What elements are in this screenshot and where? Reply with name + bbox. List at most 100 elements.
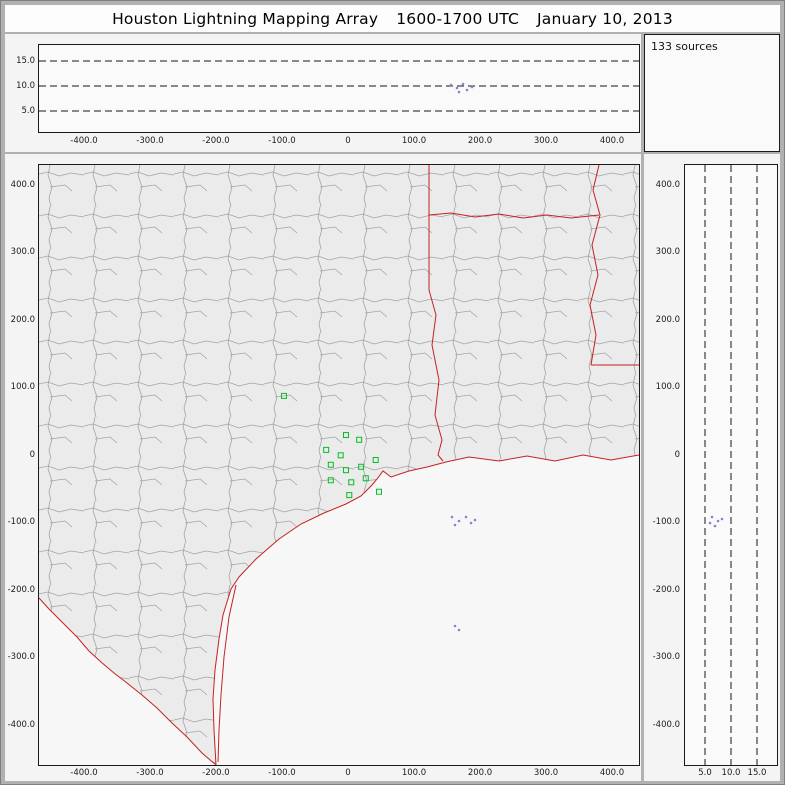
lightning-source-dot bbox=[455, 86, 459, 90]
barrier-island-path bbox=[217, 584, 237, 763]
tick-label: 400.0 bbox=[655, 180, 680, 190]
lightning-source-dot bbox=[469, 521, 473, 525]
title-time-range: 1600-1700 UTC bbox=[396, 9, 519, 28]
tick-label: 5.0 bbox=[21, 106, 35, 116]
tick-label: -300.0 bbox=[136, 768, 164, 778]
lma-station-marker bbox=[346, 492, 353, 499]
lma-station-marker bbox=[280, 392, 287, 399]
tick-label: 400.0 bbox=[599, 136, 625, 146]
tick-label: -200.0 bbox=[202, 768, 230, 778]
panel-ew-altitude: 15.0 10.0 5.0 -400.0 -300.0 -200.0 -100.… bbox=[5, 34, 641, 152]
panel-ns-altitude: 400.0 300.0 200.0 100.0 0 -100.0 -200.0 … bbox=[644, 154, 780, 781]
lma-station-marker bbox=[323, 446, 330, 453]
sources-ns bbox=[708, 515, 724, 528]
tick-label: -100.0 bbox=[7, 517, 35, 527]
panel-map: 400.0 300.0 200.0 100.0 0 -100.0 -200.0 … bbox=[5, 154, 641, 781]
sources-ew bbox=[449, 82, 474, 94]
lma-station-marker bbox=[342, 467, 349, 474]
tick-label: 100.0 bbox=[401, 136, 427, 146]
tick-label: -200.0 bbox=[202, 136, 230, 146]
lma-station-marker bbox=[362, 475, 369, 482]
lightning-source-dot bbox=[708, 521, 712, 525]
tick-label: 5.0 bbox=[698, 768, 712, 778]
tick-label: 200.0 bbox=[10, 315, 35, 325]
tick-label: 0 bbox=[674, 450, 680, 460]
panel-source-count: 133 sources bbox=[644, 34, 780, 152]
tick-label: -100.0 bbox=[268, 768, 296, 778]
tick-label: 15.0 bbox=[747, 768, 767, 778]
title-date: January 10, 2013 bbox=[536, 9, 673, 28]
lightning-source-dot bbox=[464, 515, 468, 519]
tick-label: 200.0 bbox=[467, 136, 493, 146]
lightning-source-dot bbox=[465, 88, 469, 92]
coastline-path bbox=[212, 454, 639, 765]
tick-label: 100.0 bbox=[655, 382, 680, 392]
lightning-source-dot bbox=[473, 518, 477, 522]
tick-label: 300.0 bbox=[10, 247, 35, 257]
tick-label: 10.0 bbox=[721, 768, 741, 778]
lightning-source-dot bbox=[457, 90, 461, 94]
lightning-source-dot bbox=[713, 524, 717, 528]
county-grid-overlay bbox=[39, 165, 639, 765]
tick-label: -400.0 bbox=[70, 768, 98, 778]
tick-label: 300.0 bbox=[533, 136, 559, 146]
station-markers bbox=[280, 392, 382, 499]
tick-label: -300.0 bbox=[136, 136, 164, 146]
map-plot bbox=[38, 164, 640, 766]
tick-label: -300.0 bbox=[652, 652, 680, 662]
tick-label: 0 bbox=[345, 136, 351, 146]
ns-altitude-svg bbox=[704, 165, 758, 765]
lma-station-marker bbox=[356, 436, 363, 443]
lma-station-marker bbox=[358, 463, 365, 470]
title-app: Houston Lightning Mapping Array bbox=[112, 9, 379, 28]
map-svg bbox=[39, 165, 639, 765]
tick-label: -400.0 bbox=[652, 720, 680, 730]
lightning-source-dot bbox=[457, 628, 461, 632]
lightning-source-dot bbox=[457, 519, 461, 523]
tick-label: -200.0 bbox=[7, 585, 35, 595]
tick-label: -200.0 bbox=[652, 585, 680, 595]
tick-label: 300.0 bbox=[655, 247, 680, 257]
tick-label: -100.0 bbox=[268, 136, 296, 146]
state-border-path bbox=[428, 165, 639, 462]
lma-station-marker bbox=[372, 457, 379, 464]
tick-label: 15.0 bbox=[16, 56, 35, 66]
lma-station-marker bbox=[327, 461, 334, 468]
tick-label: -400.0 bbox=[7, 720, 35, 730]
source-count-label: 133 sources bbox=[651, 40, 718, 53]
tick-label: 400.0 bbox=[10, 180, 35, 190]
lightning-source-dot bbox=[716, 519, 720, 523]
lightning-source-dot bbox=[470, 85, 474, 89]
ns-altitude-plot bbox=[684, 164, 778, 766]
tick-label: 200.0 bbox=[655, 315, 680, 325]
rio-grande-path bbox=[39, 597, 217, 765]
sources-map bbox=[450, 515, 477, 632]
tick-label: -300.0 bbox=[7, 652, 35, 662]
tick-label: 0 bbox=[345, 768, 351, 778]
tick-label: 100.0 bbox=[401, 768, 427, 778]
tick-label: -100.0 bbox=[652, 517, 680, 527]
tick-label: 400.0 bbox=[599, 768, 625, 778]
lightning-source-dot bbox=[453, 624, 457, 628]
lightning-source-dot bbox=[710, 515, 714, 519]
lightning-source-dot bbox=[449, 83, 453, 87]
source-count-box: 133 sources bbox=[644, 34, 780, 152]
title-bar: Houston Lightning Mapping Array 1600-170… bbox=[5, 5, 780, 32]
lightning-source-dot bbox=[461, 82, 465, 86]
tick-label: 300.0 bbox=[533, 768, 559, 778]
lightning-source-dot bbox=[720, 517, 724, 521]
tick-label: 0 bbox=[29, 450, 35, 460]
tick-label: 200.0 bbox=[467, 768, 493, 778]
ew-altitude-plot bbox=[38, 44, 640, 133]
lightning-source-dot bbox=[453, 523, 457, 527]
tick-label: 100.0 bbox=[10, 382, 35, 392]
lma-station-marker bbox=[342, 432, 349, 439]
tick-label: -400.0 bbox=[70, 136, 98, 146]
ew-altitude-svg bbox=[39, 60, 639, 112]
lightning-source-dot bbox=[450, 515, 454, 519]
lma-station-marker bbox=[337, 452, 344, 459]
lma-station-marker bbox=[375, 488, 382, 495]
lma-station-marker bbox=[327, 477, 334, 484]
lma-station-marker bbox=[348, 479, 355, 486]
